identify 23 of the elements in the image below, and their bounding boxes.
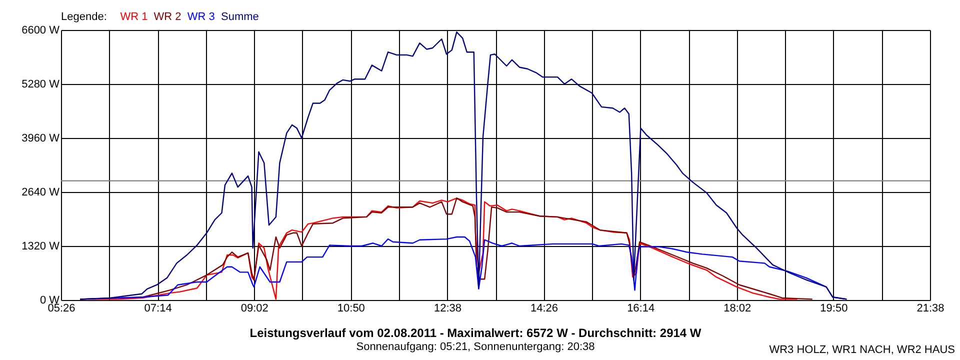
text: WR3 HOLZ, WR1 NACH, WR2 HAUS	[769, 344, 955, 356]
x-tick-label: 16:14	[627, 302, 655, 314]
x-tick-label: 09:02	[240, 302, 268, 314]
x-tick-label: 18:02	[724, 302, 752, 314]
text: WR 1	[120, 11, 148, 23]
text: Leistungsverlauf vom 02.08.2011 - Maximalwert: 6572 W - Durchschnitt: 2914 W	[250, 326, 702, 340]
x-tick-label: 12:38	[434, 302, 462, 314]
x-tick-label: 14:26	[530, 302, 558, 314]
y-tick-label: 1320 W	[22, 240, 60, 252]
x-tick-label: 10:50	[337, 302, 365, 314]
line-series	[80, 31, 848, 300]
x-tick-label: 21:38	[916, 302, 944, 314]
text: Sonnenaufgang: 05:21, Sonnenuntergang: 20:38	[356, 341, 595, 353]
x-tick-label: 07:14	[144, 302, 172, 314]
y-tick-label: 5280 W	[22, 78, 60, 90]
text: WR 2	[154, 11, 182, 23]
y-tick-label: 2640 W	[22, 186, 60, 198]
y-tick-label: 3960 W	[22, 132, 60, 144]
legend-title: Legende:	[61, 11, 107, 23]
y-tick-label: 6600 W	[22, 24, 60, 36]
x-tick-label: 19:50	[820, 302, 848, 314]
text: Summe	[221, 11, 259, 23]
text: WR 3	[187, 11, 215, 23]
